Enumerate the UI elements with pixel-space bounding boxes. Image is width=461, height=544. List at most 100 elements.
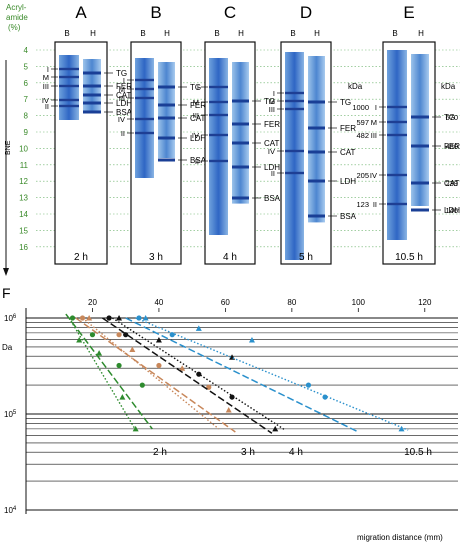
data-point-circle — [116, 362, 122, 369]
y-tick-label: 105 — [4, 410, 17, 419]
kda-left-label: kDa — [348, 82, 363, 91]
marker-label: TG — [116, 69, 127, 78]
data-point-triangle — [119, 394, 126, 400]
gel-band-b — [387, 120, 407, 124]
fit-line-solid — [125, 317, 359, 433]
y-tick-label: 104 — [4, 506, 17, 515]
data-point-circle — [139, 382, 145, 388]
lane-label-b: B — [140, 29, 145, 38]
data-point-triangle — [195, 325, 202, 331]
time-label-plot: 4 h — [289, 447, 303, 458]
band-numeral: M — [119, 85, 125, 94]
acryl-value: 7 — [24, 95, 29, 104]
lane-label-h: H — [314, 29, 320, 38]
gel-band-h — [158, 116, 175, 120]
marker-label: TG — [264, 97, 275, 106]
gel-band-h — [158, 103, 175, 107]
acryl-value: 12 — [19, 177, 28, 186]
kda-right-value: 480 — [445, 142, 458, 151]
panel-letter: B — [150, 3, 161, 22]
gel-band-h — [308, 100, 325, 104]
x-axis-label: migration distance (mm) — [357, 533, 443, 542]
lane-label-h: H — [238, 29, 244, 38]
x-tick-label: 20 — [88, 298, 97, 307]
gel-band-h — [83, 71, 101, 75]
marker-label: CAT — [190, 114, 206, 123]
acryl-label-3: (%) — [8, 23, 21, 32]
data-point-circle — [79, 315, 86, 321]
y-tick-label: 106 — [4, 314, 17, 323]
gel-band-h — [232, 122, 249, 126]
gel-band-b — [59, 84, 79, 88]
y-axis: 106 105 104 — [4, 314, 17, 515]
acryl-value: 10 — [19, 144, 28, 153]
panel-letter: D — [300, 3, 312, 22]
data-point-triangle — [179, 365, 186, 371]
data-point-circle — [196, 371, 202, 377]
gel-band-h — [308, 179, 325, 183]
marker-label: FER — [116, 82, 132, 91]
marker-label: FER — [264, 120, 280, 129]
time-label-plot: 10.5 h — [404, 447, 432, 458]
data-point-triangle — [225, 407, 232, 413]
time-label: 2 h — [74, 252, 88, 263]
gel-band-b — [285, 99, 304, 103]
gel-band-h — [411, 144, 429, 148]
data-point-triangle — [398, 425, 405, 432]
data-point-circle — [156, 362, 162, 369]
acryl-value: 11 — [20, 161, 29, 170]
band-numeral: III — [371, 131, 377, 140]
band-numeral: II — [121, 129, 125, 138]
marker-label: LDH — [444, 206, 460, 215]
band-numeral: M — [371, 118, 377, 127]
marker-label: LDH — [264, 163, 280, 172]
marker-label: LDH — [340, 177, 356, 186]
x-tick-label: 60 — [221, 298, 230, 307]
marker-label: CAT — [264, 139, 280, 148]
gel-band-h — [83, 101, 101, 105]
fit-line-solid — [65, 313, 153, 430]
gel-band-h — [232, 165, 249, 169]
x-tick-label: 120 — [418, 298, 432, 307]
gel-band-b — [59, 67, 79, 71]
marker-label: CAT — [444, 179, 460, 188]
kda-left-value: 1000 — [352, 103, 369, 112]
gel-lane-b — [285, 52, 304, 260]
y-axis-label: Da — [2, 343, 13, 352]
data-point-circle — [89, 332, 96, 338]
marker-label: TG — [444, 113, 455, 122]
gel-band-h — [308, 150, 325, 154]
gel-band-h — [308, 214, 325, 218]
gel-band-h — [411, 208, 429, 212]
data-point-circle — [169, 332, 175, 338]
gel-band-b — [387, 133, 407, 137]
data-point-triangle — [129, 346, 136, 352]
kda-markers: kDa kDa 1000 597 482 205 123 670 480 239 146 — [348, 82, 458, 215]
gel-band-b — [285, 91, 304, 95]
time-label: 4 h — [223, 252, 237, 263]
data-point-triangle — [86, 315, 93, 321]
fit-line-dotted — [82, 317, 220, 430]
acryl-value: 13 — [19, 194, 28, 203]
data-point-circle — [136, 315, 142, 321]
band-numeral: IV — [268, 147, 275, 156]
band-numeral: I — [47, 65, 49, 74]
gel-band-h — [83, 110, 101, 114]
data-point-triangle — [76, 336, 83, 343]
data-point-circle — [69, 315, 76, 321]
marker-label: BSA — [190, 156, 207, 165]
lane-label-h: H — [164, 29, 170, 38]
marker-label: FER — [444, 142, 460, 151]
gel-band-b — [387, 173, 407, 177]
band-numeral: III — [269, 105, 275, 114]
acryl-value: 8 — [24, 112, 29, 121]
kda-right-value: 146 — [445, 206, 458, 215]
marker-label: TG — [340, 98, 351, 107]
gel-band-b — [135, 96, 154, 100]
marker-label: FER — [340, 124, 356, 133]
series-3h — [75, 315, 236, 433]
gel-band-b — [135, 131, 154, 135]
acryl-value: 9 — [24, 128, 29, 137]
band-numeral: III — [119, 94, 125, 103]
